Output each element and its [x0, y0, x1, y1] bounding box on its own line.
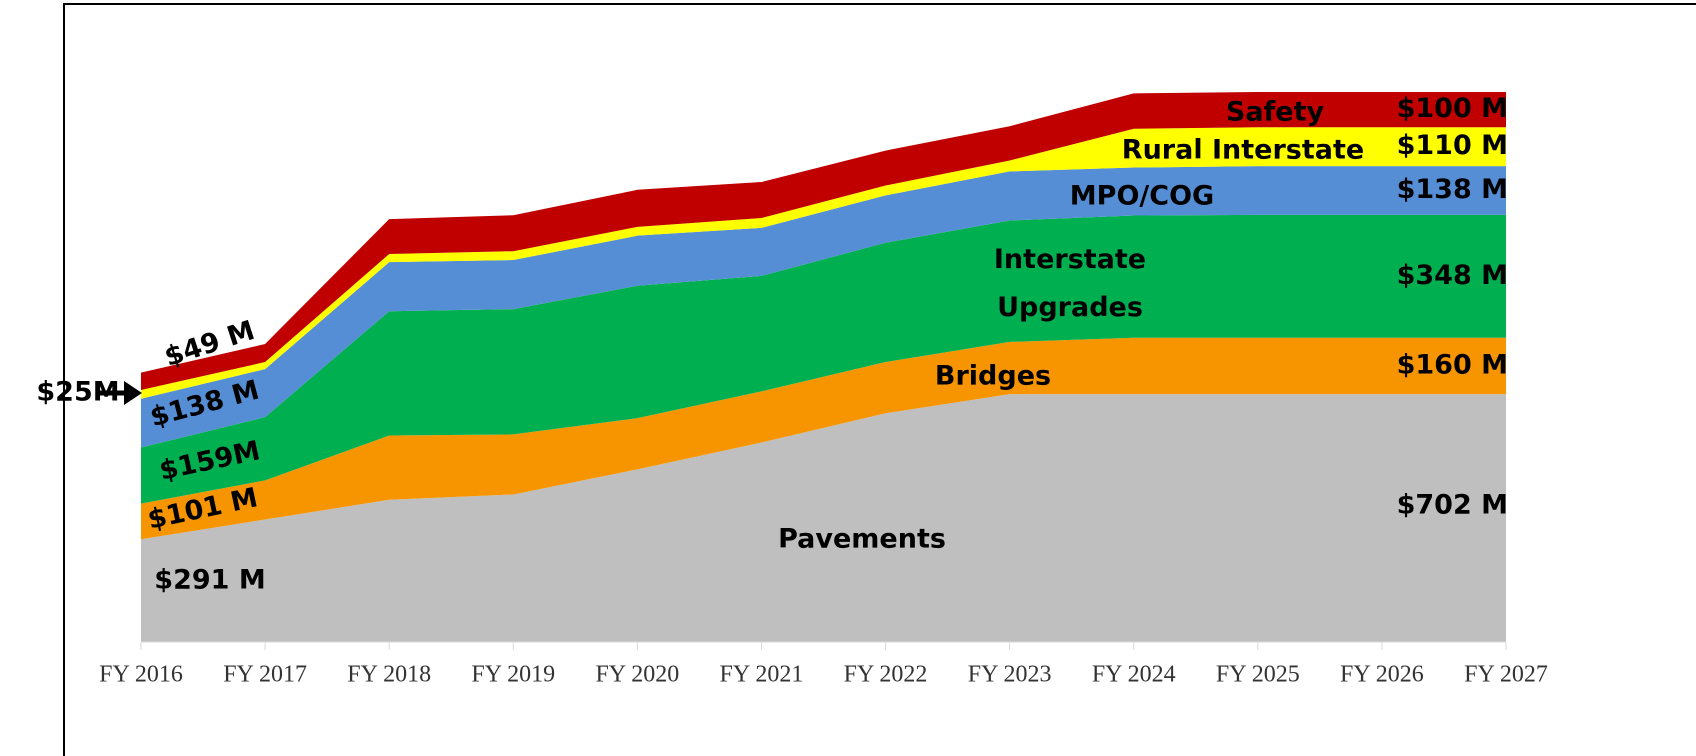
value-label: $110 M — [1397, 130, 1508, 161]
value-label: $702 M — [1397, 490, 1508, 521]
area — [141, 92, 1506, 390]
value-label: $100 M — [1397, 93, 1508, 124]
x-tick-label: FY 2017 — [223, 662, 307, 688]
x-tick-label: FY 2020 — [595, 662, 679, 688]
x-tick-label: FY 2022 — [844, 662, 928, 688]
series-label: Bridges — [935, 361, 1051, 392]
x-tick-label: FY 2026 — [1340, 662, 1424, 688]
series-label: Interstate Upgrades — [994, 244, 1146, 323]
value-label: $348 M — [1397, 260, 1508, 291]
area — [141, 166, 1506, 448]
value-label: $160 M — [1397, 349, 1508, 380]
value-label: $138 M — [1397, 174, 1508, 205]
x-tick-label: FY 2018 — [347, 662, 431, 688]
series-label: MPO/COG — [1070, 181, 1214, 212]
x-tick-label: FY 2016 — [99, 662, 183, 688]
x-tick-label: FY 2024 — [1092, 662, 1176, 688]
series-label: Rural Interstate — [1122, 135, 1364, 166]
area — [141, 394, 1506, 642]
area — [141, 337, 1506, 540]
x-tick-label: FY 2025 — [1216, 662, 1300, 688]
area — [141, 127, 1506, 399]
x-tick-label: FY 2019 — [471, 662, 555, 688]
area — [141, 214, 1506, 504]
series-label: Pavements — [778, 524, 946, 555]
arrow-head — [124, 381, 142, 405]
chart-frame — [63, 3, 1696, 756]
x-tick-label: FY 2027 — [1464, 662, 1548, 688]
x-tick-label: FY 2023 — [968, 662, 1052, 688]
value-label: $291 M — [154, 565, 265, 596]
value-label: $25M — [36, 377, 119, 408]
areas — [141, 92, 1506, 642]
series-label: Safety — [1226, 97, 1325, 128]
x-tick-label: FY 2021 — [720, 662, 804, 688]
